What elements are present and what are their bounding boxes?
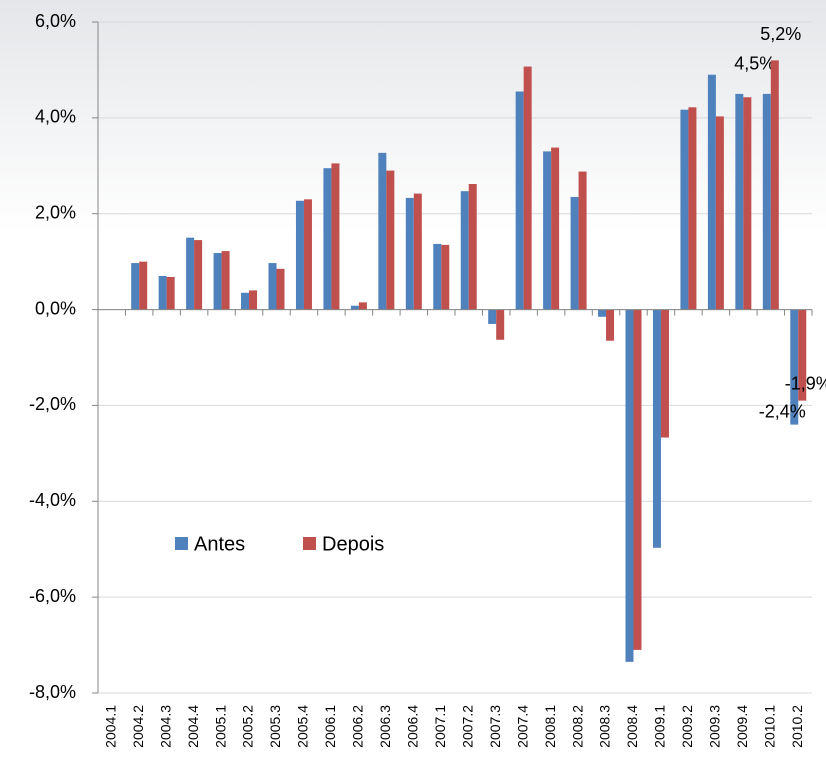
- bar: [570, 196, 579, 310]
- bar: [496, 309, 505, 340]
- x-tick-label: 2006.2: [350, 705, 366, 748]
- bar: [680, 109, 689, 310]
- x-tick-label: 2005.1: [212, 705, 228, 748]
- bar: [433, 243, 442, 310]
- y-tick-label: 0,0%: [35, 298, 76, 318]
- x-tick-label: 2008.4: [624, 705, 640, 748]
- data-label: -1,9%: [785, 373, 826, 393]
- bar: [798, 309, 807, 401]
- bar: [633, 309, 642, 650]
- bar: [331, 163, 340, 310]
- x-tick-label: 2004.3: [157, 705, 173, 748]
- bar: [625, 309, 634, 662]
- x-tick-label: 2009.1: [652, 705, 668, 748]
- bar: [688, 107, 697, 310]
- bar: [221, 251, 230, 310]
- legend-label: Depois: [322, 533, 384, 555]
- bar: [707, 74, 716, 310]
- bar: [139, 261, 148, 310]
- x-tick-label: 2010.1: [762, 705, 778, 748]
- bar: [194, 240, 203, 310]
- bar: [598, 309, 607, 317]
- x-tick-label: 2007.3: [487, 705, 503, 748]
- bar: [405, 197, 414, 310]
- x-tick-label: 2008.1: [542, 705, 558, 748]
- legend-swatch: [303, 537, 316, 550]
- bar: [213, 253, 222, 310]
- bar: [350, 305, 359, 310]
- bar: [790, 309, 799, 425]
- bar: [358, 302, 367, 310]
- bar: [606, 309, 615, 341]
- bar: [413, 193, 422, 310]
- x-tick-label: 2005.4: [295, 705, 311, 748]
- x-tick-label: 2006.4: [405, 705, 421, 748]
- y-tick-label: -4,0%: [29, 490, 76, 510]
- data-label: 5,2%: [760, 24, 801, 44]
- x-tick-label: 2008.2: [569, 705, 585, 748]
- bar: [468, 183, 477, 310]
- bar: [660, 309, 669, 438]
- bar: [249, 290, 258, 310]
- y-tick-label: -6,0%: [29, 586, 76, 606]
- x-tick-label: 2009.4: [734, 705, 750, 748]
- bar: [460, 191, 469, 310]
- bar: [523, 66, 532, 310]
- bar: [441, 244, 450, 310]
- bar: [378, 152, 387, 310]
- y-tick-label: 6,0%: [35, 11, 76, 31]
- bar: [515, 91, 524, 310]
- bar: [543, 151, 552, 310]
- x-tick-label: 2009.3: [707, 705, 723, 748]
- x-tick-label: 2008.3: [597, 705, 613, 748]
- bar: [762, 93, 771, 310]
- bar: [131, 263, 140, 310]
- y-tick-label: 2,0%: [35, 202, 76, 222]
- x-tick-label: 2007.4: [514, 705, 530, 748]
- x-tick-label: 2004.1: [102, 705, 118, 748]
- x-tick-label: 2005.2: [240, 705, 256, 748]
- data-label: 4,5%: [734, 54, 775, 74]
- bar: [743, 97, 752, 310]
- legend-label: Antes: [194, 533, 245, 555]
- bar: [715, 116, 724, 310]
- bar: [303, 199, 312, 310]
- x-tick-label: 2010.2: [789, 705, 805, 748]
- x-tick-label: 2005.3: [267, 705, 283, 748]
- bar: [241, 292, 250, 310]
- bar: [386, 170, 395, 310]
- data-label: -2,4%: [759, 401, 806, 421]
- x-tick-label: 2006.3: [377, 705, 393, 748]
- bar: [652, 309, 661, 548]
- x-tick-label: 2006.1: [322, 705, 338, 748]
- bar: [166, 276, 175, 310]
- x-tick-label: 2007.2: [459, 705, 475, 748]
- bar: [186, 237, 195, 310]
- bar: [268, 263, 277, 310]
- x-tick-label: 2004.2: [130, 705, 146, 748]
- legend-swatch: [175, 537, 188, 550]
- y-tick-label: 4,0%: [35, 107, 76, 127]
- bar: [770, 60, 779, 310]
- bar: [488, 309, 497, 324]
- y-tick-label: -8,0%: [29, 682, 76, 702]
- bar: [276, 268, 285, 310]
- x-tick-label: 2009.2: [679, 705, 695, 748]
- bar: [578, 171, 587, 310]
- bar: [295, 200, 304, 310]
- y-tick-label: -2,0%: [29, 394, 76, 414]
- bar: [158, 276, 167, 310]
- x-tick-label: 2004.4: [185, 705, 201, 748]
- bar: [735, 93, 744, 310]
- bar: [323, 168, 332, 310]
- x-tick-label: 2007.1: [432, 705, 448, 748]
- bar: [551, 147, 560, 310]
